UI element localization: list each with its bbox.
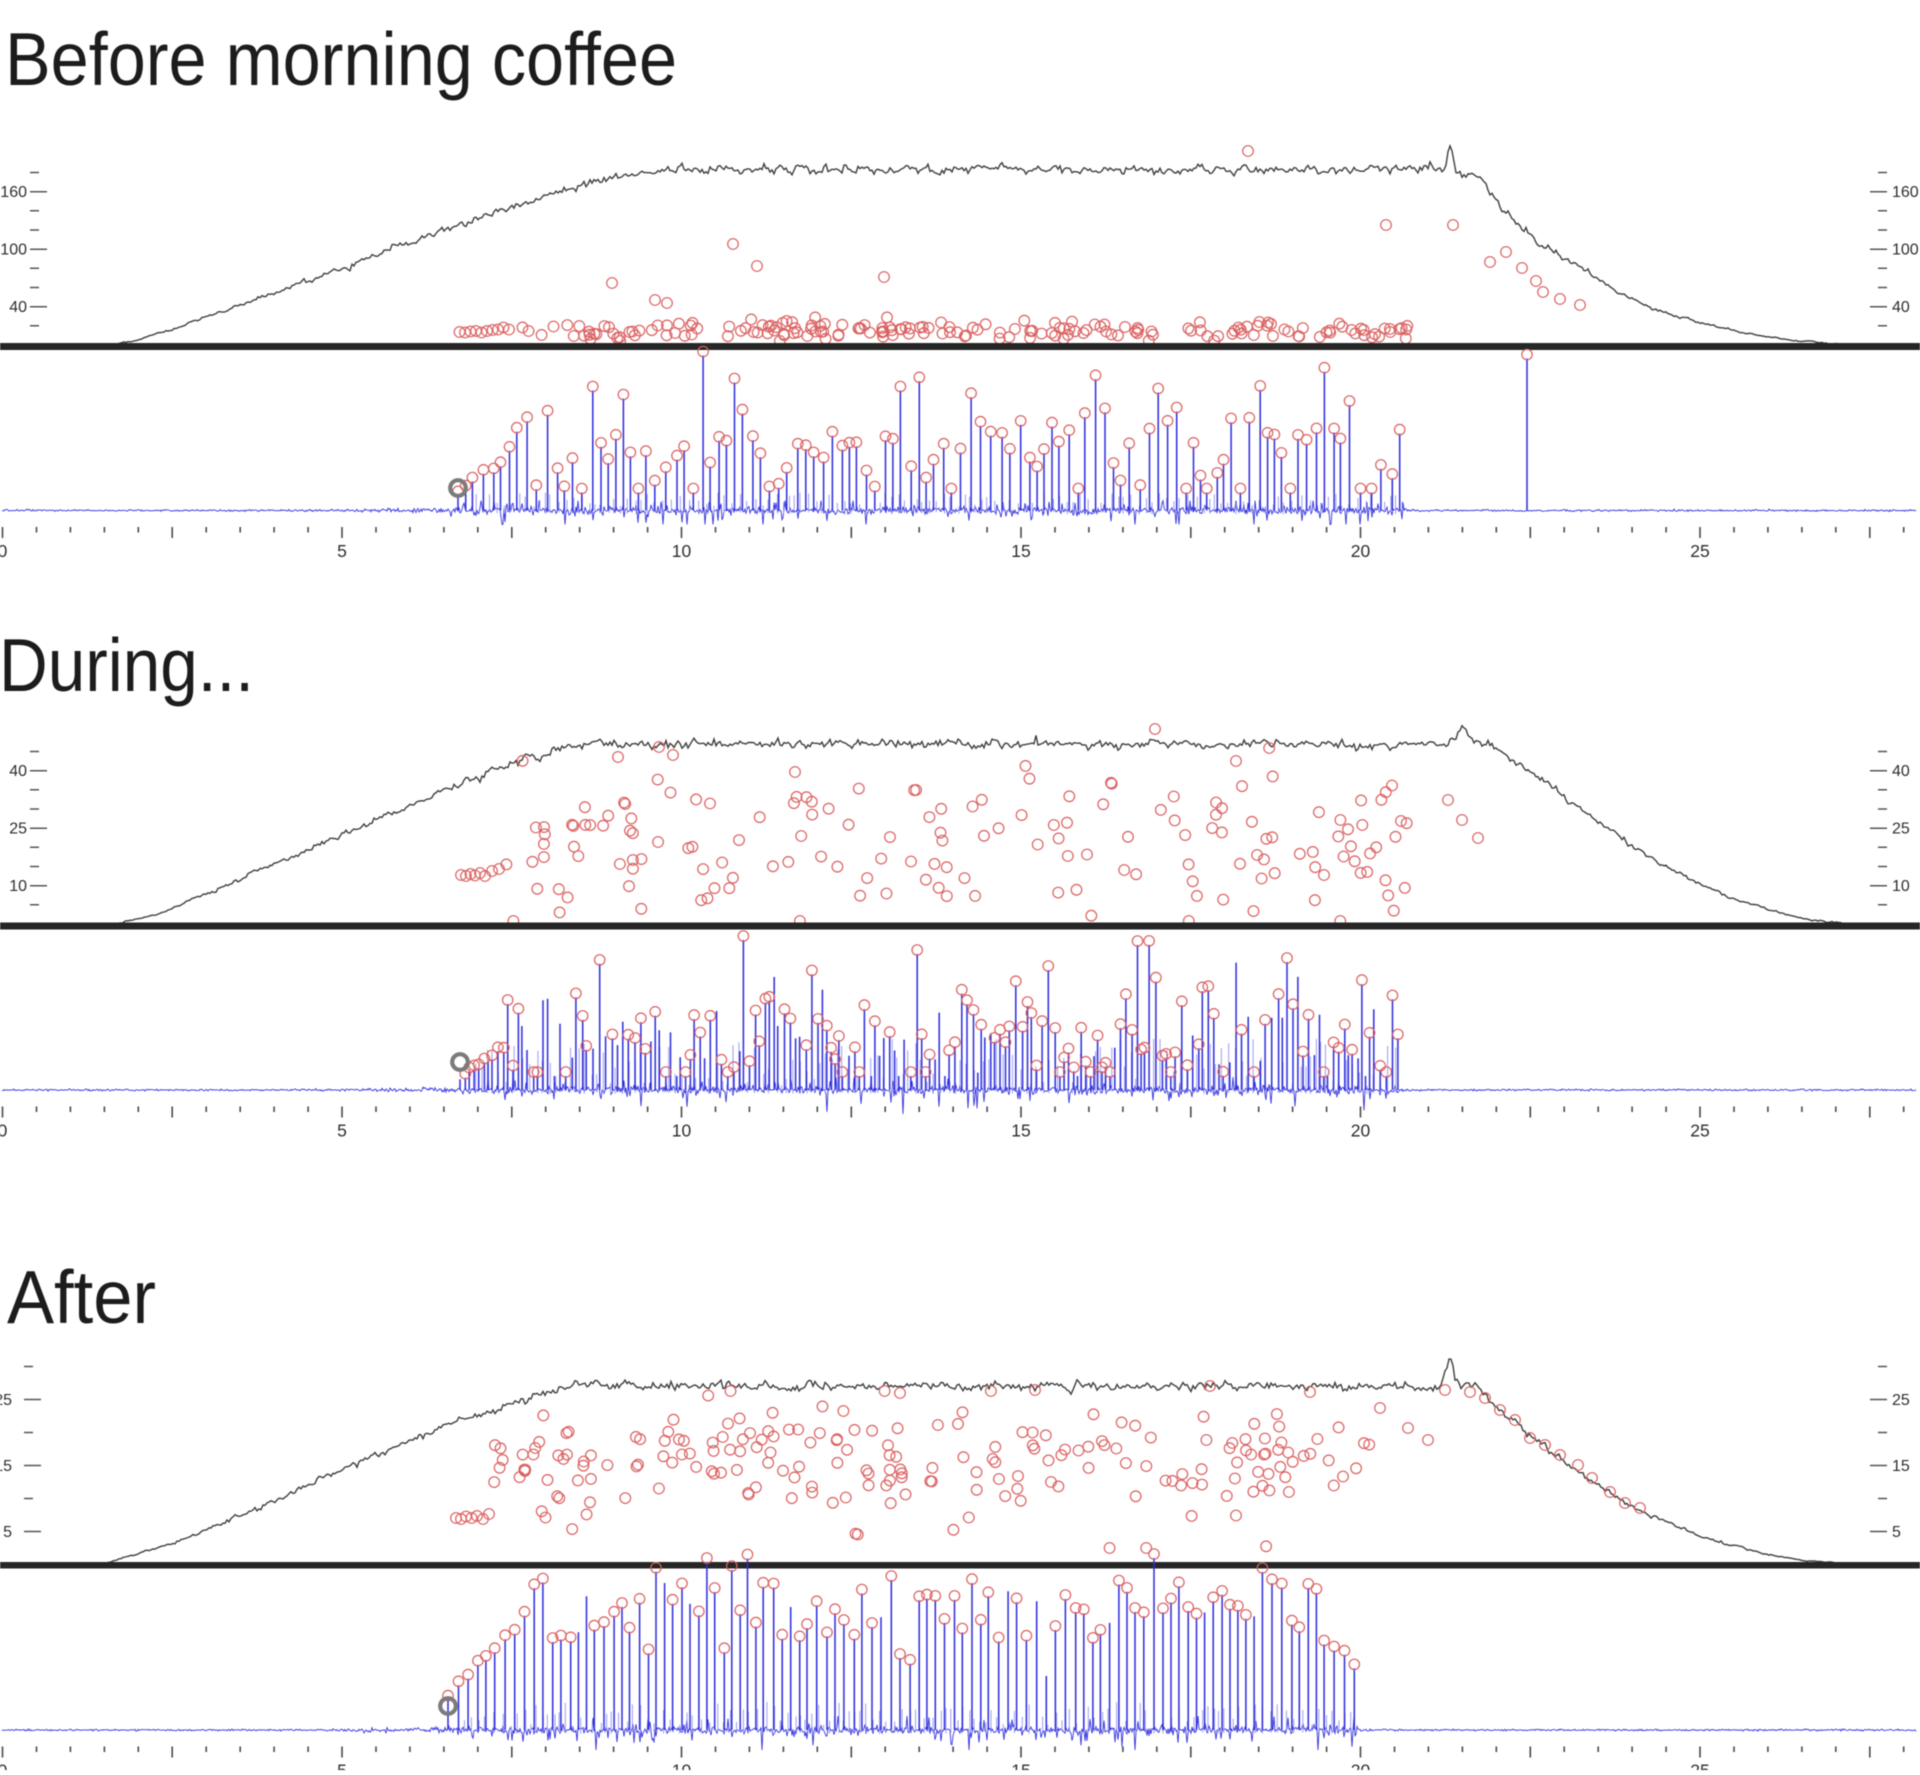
svg-text:15: 15 (1011, 541, 1030, 561)
svg-text:Before morning coffee: Before morning coffee (5, 17, 677, 101)
svg-text:40: 40 (1892, 299, 1910, 316)
svg-text:20: 20 (1351, 1761, 1371, 1771)
svg-text:40: 40 (9, 299, 27, 316)
svg-text:15: 15 (1011, 1761, 1030, 1771)
svg-text:160: 160 (0, 184, 27, 201)
svg-text:100: 100 (0, 242, 27, 259)
svg-text:25: 25 (1690, 1761, 1709, 1771)
svg-text:15: 15 (1011, 1121, 1030, 1141)
svg-text:25: 25 (0, 1392, 12, 1409)
svg-text:10: 10 (1892, 878, 1910, 895)
svg-text:40: 40 (9, 763, 27, 780)
svg-text:25: 25 (1690, 1121, 1709, 1141)
svg-text:160: 160 (1892, 184, 1919, 201)
svg-text:During...: During... (0, 623, 254, 707)
svg-text:0: 0 (0, 541, 8, 561)
svg-text:15: 15 (0, 1458, 12, 1475)
svg-text:40: 40 (1892, 763, 1910, 780)
svg-text:25: 25 (1892, 821, 1910, 838)
svg-text:20: 20 (1351, 1121, 1371, 1141)
svg-text:After: After (7, 1255, 156, 1339)
svg-text:10: 10 (9, 878, 27, 895)
svg-text:10: 10 (672, 1121, 692, 1141)
svg-text:0: 0 (0, 1761, 8, 1771)
svg-text:25: 25 (1690, 541, 1709, 561)
svg-text:100: 100 (1892, 242, 1919, 259)
svg-text:0: 0 (0, 1121, 8, 1141)
svg-text:5: 5 (337, 541, 347, 561)
svg-text:10: 10 (672, 1761, 692, 1771)
svg-text:5: 5 (337, 1121, 347, 1141)
svg-text:25: 25 (9, 821, 27, 838)
svg-text:5: 5 (1892, 1524, 1901, 1541)
svg-text:25: 25 (1892, 1392, 1910, 1409)
svg-text:5: 5 (3, 1524, 12, 1541)
svg-text:5: 5 (337, 1761, 347, 1771)
svg-text:10: 10 (672, 541, 692, 561)
svg-text:20: 20 (1351, 541, 1371, 561)
svg-text:15: 15 (1892, 1458, 1910, 1475)
